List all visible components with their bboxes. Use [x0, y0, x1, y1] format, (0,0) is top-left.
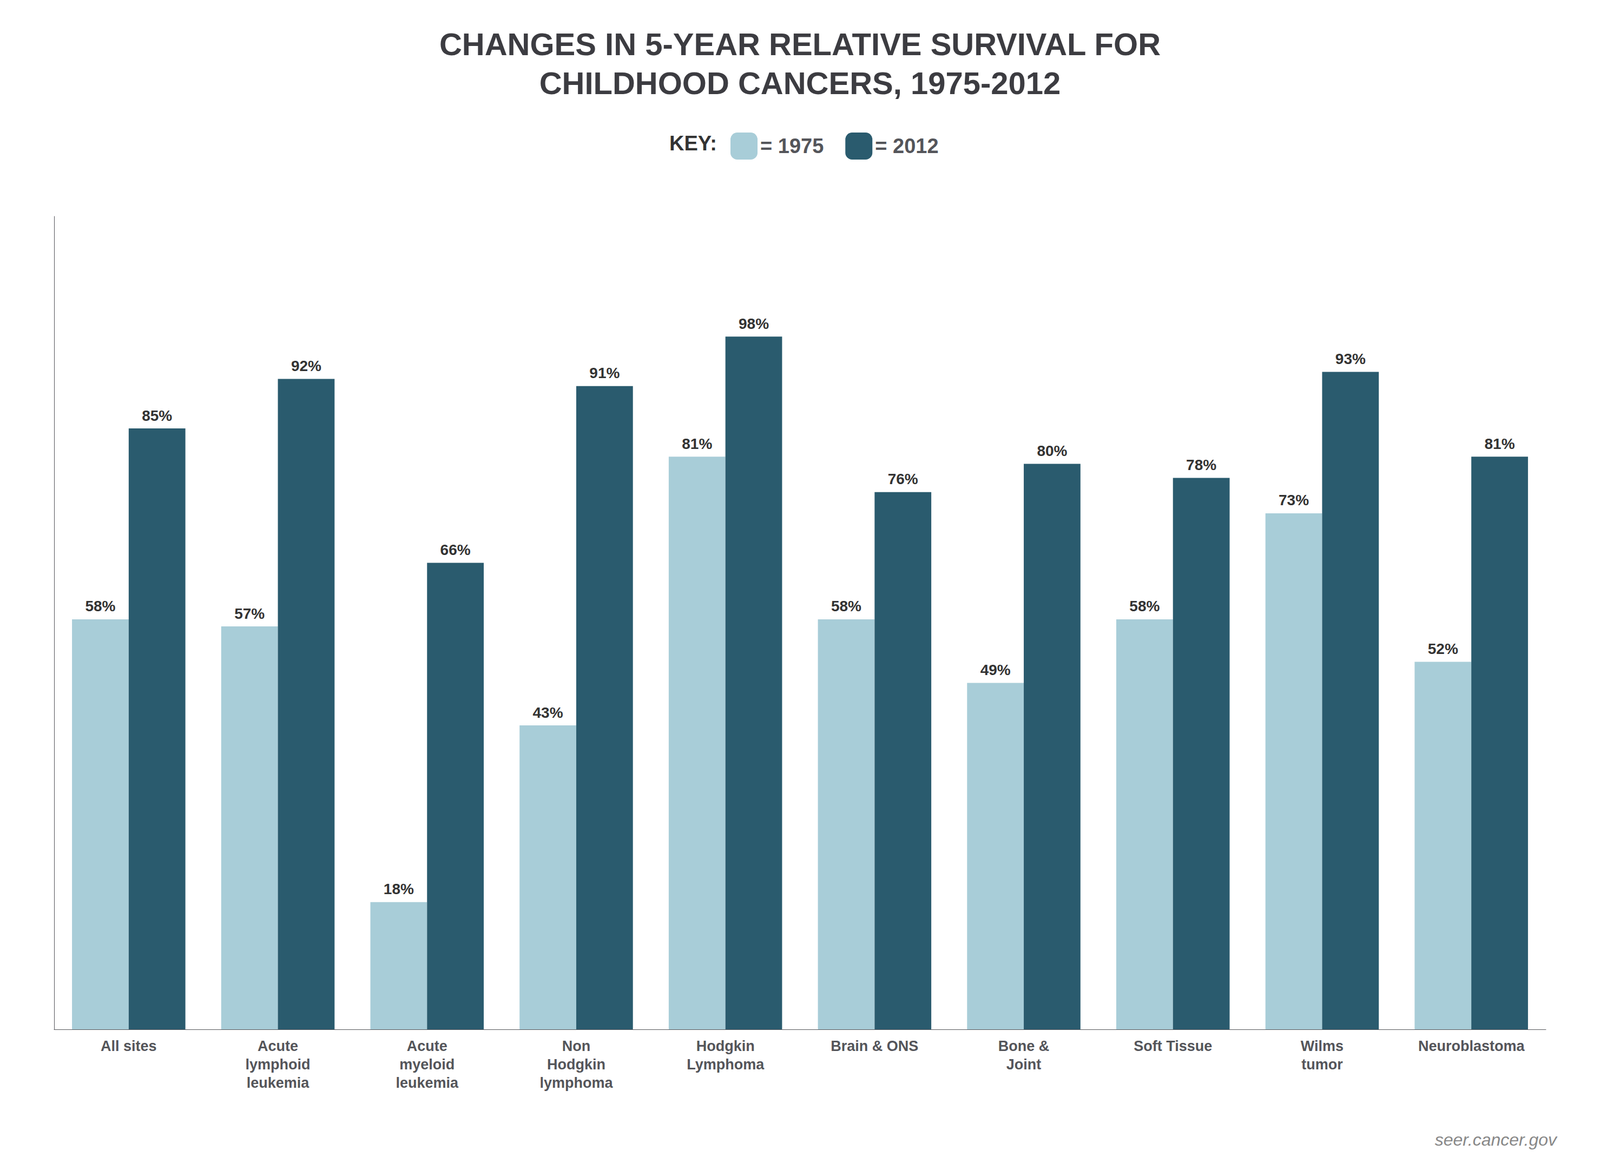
svg-text:Soft Tissue: Soft Tissue	[1133, 1038, 1213, 1055]
svg-text:58%: 58%	[1129, 597, 1160, 615]
svg-text:seer.cancer.gov: seer.cancer.gov	[1434, 1130, 1558, 1150]
svg-text:57%: 57%	[234, 605, 265, 623]
svg-text:CHANGES IN 5-YEAR RELATIVE SUR: CHANGES IN 5-YEAR RELATIVE SURVIVAL FOR	[439, 26, 1161, 62]
svg-text:lymphoma: lymphoma	[539, 1075, 614, 1092]
svg-text:91%: 91%	[589, 364, 620, 382]
svg-text:85%: 85%	[141, 407, 173, 425]
svg-text:98%: 98%	[738, 315, 769, 333]
svg-text:Brain & ONS: Brain & ONS	[830, 1038, 919, 1055]
svg-text:58%: 58%	[831, 597, 862, 615]
svg-text:18%: 18%	[383, 880, 414, 898]
svg-text:Acute: Acute	[257, 1038, 299, 1055]
svg-text:92%: 92%	[291, 357, 322, 375]
svg-text:KEY:: KEY:	[669, 132, 717, 155]
svg-text:Acute: Acute	[406, 1038, 448, 1055]
svg-text:58%: 58%	[84, 597, 116, 615]
svg-text:= 2012: = 2012	[874, 134, 939, 158]
svg-text:78%: 78%	[1186, 456, 1217, 474]
svg-text:Non: Non	[562, 1038, 591, 1055]
svg-text:Hodgkin: Hodgkin	[696, 1038, 755, 1055]
svg-text:tumor: tumor	[1301, 1056, 1343, 1073]
svg-text:Bone &: Bone &	[998, 1038, 1050, 1055]
svg-text:43%: 43%	[532, 704, 564, 722]
svg-text:= 1975: = 1975	[760, 134, 824, 158]
svg-text:All sites: All sites	[100, 1038, 157, 1055]
svg-text:Neuroblastoma: Neuroblastoma	[1418, 1038, 1526, 1055]
svg-text:81%: 81%	[1484, 435, 1516, 453]
svg-text:80%: 80%	[1036, 442, 1068, 460]
svg-text:leukemia: leukemia	[246, 1075, 311, 1092]
svg-text:66%: 66%	[440, 541, 471, 559]
svg-text:Wilms: Wilms	[1300, 1038, 1344, 1055]
svg-text:leukemia: leukemia	[395, 1075, 459, 1092]
svg-text:Hodgkin: Hodgkin	[547, 1056, 606, 1073]
svg-text:lymphoid: lymphoid	[245, 1056, 311, 1073]
svg-text:myeloid: myeloid	[399, 1056, 455, 1073]
svg-text:73%: 73%	[1278, 491, 1309, 509]
svg-text:93%: 93%	[1335, 350, 1366, 368]
svg-text:76%: 76%	[887, 470, 919, 488]
svg-text:52%: 52%	[1427, 640, 1459, 658]
svg-text:Joint: Joint	[1006, 1056, 1042, 1073]
svg-text:81%: 81%	[681, 435, 713, 453]
svg-text:Lymphoma: Lymphoma	[686, 1056, 765, 1073]
svg-text:CHILDHOOD CANCERS, 1975-2012: CHILDHOOD CANCERS, 1975-2012	[539, 65, 1062, 101]
svg-text:49%: 49%	[980, 661, 1011, 679]
